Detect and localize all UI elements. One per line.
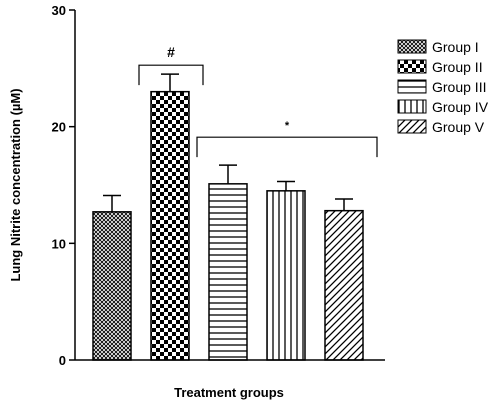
- y-tick-label: 20: [52, 120, 66, 135]
- legend-item: Group II: [397, 59, 483, 75]
- x-axis-label: Treatment groups: [174, 385, 284, 400]
- annotations-layer: #*: [138, 44, 378, 158]
- significance-marker: *: [285, 120, 290, 132]
- bar: [150, 90, 190, 361]
- legend-swatch: [397, 39, 427, 54]
- legend-swatch: [397, 119, 427, 134]
- y-tick-label: 10: [52, 236, 66, 251]
- y-tick-label: 0: [59, 353, 66, 368]
- significance-bracket: *: [196, 120, 378, 158]
- bar: [92, 211, 132, 361]
- legend-item: Group III: [397, 79, 486, 95]
- error-bar: [161, 73, 179, 92]
- significance-bracket: #: [138, 44, 204, 86]
- legend-item: Group I: [397, 39, 479, 55]
- error-bar: [277, 180, 295, 191]
- legend-item: Group IV: [397, 99, 489, 115]
- error-bar: [219, 164, 237, 184]
- bar: [208, 183, 248, 361]
- axes: [74, 10, 385, 361]
- legend-item: Group V: [397, 119, 485, 135]
- legend-swatch: [397, 99, 427, 114]
- y-tick-label: 30: [52, 3, 66, 18]
- legend-label: Group I: [432, 39, 479, 55]
- legend-label: Group III: [432, 79, 486, 95]
- legend: Group I Group II Group III Group IV Group V: [397, 39, 489, 135]
- legend-swatch: [397, 59, 427, 74]
- legend-swatch: [397, 79, 427, 94]
- legend-label: Group II: [432, 59, 483, 75]
- legend-label: Group V: [432, 119, 485, 135]
- y-axis-label: Lung Nitrite concentration (µM): [8, 88, 23, 281]
- error-bar: [103, 194, 121, 212]
- y-ticks: 0 10 20 30: [52, 3, 75, 368]
- legend-label: Group IV: [432, 99, 489, 115]
- bar: [266, 190, 306, 361]
- bars-layer: [92, 90, 364, 361]
- significance-marker: #: [167, 44, 175, 60]
- error-bar: [335, 198, 353, 211]
- error-bars-layer: [103, 73, 353, 212]
- bar: [324, 209, 364, 361]
